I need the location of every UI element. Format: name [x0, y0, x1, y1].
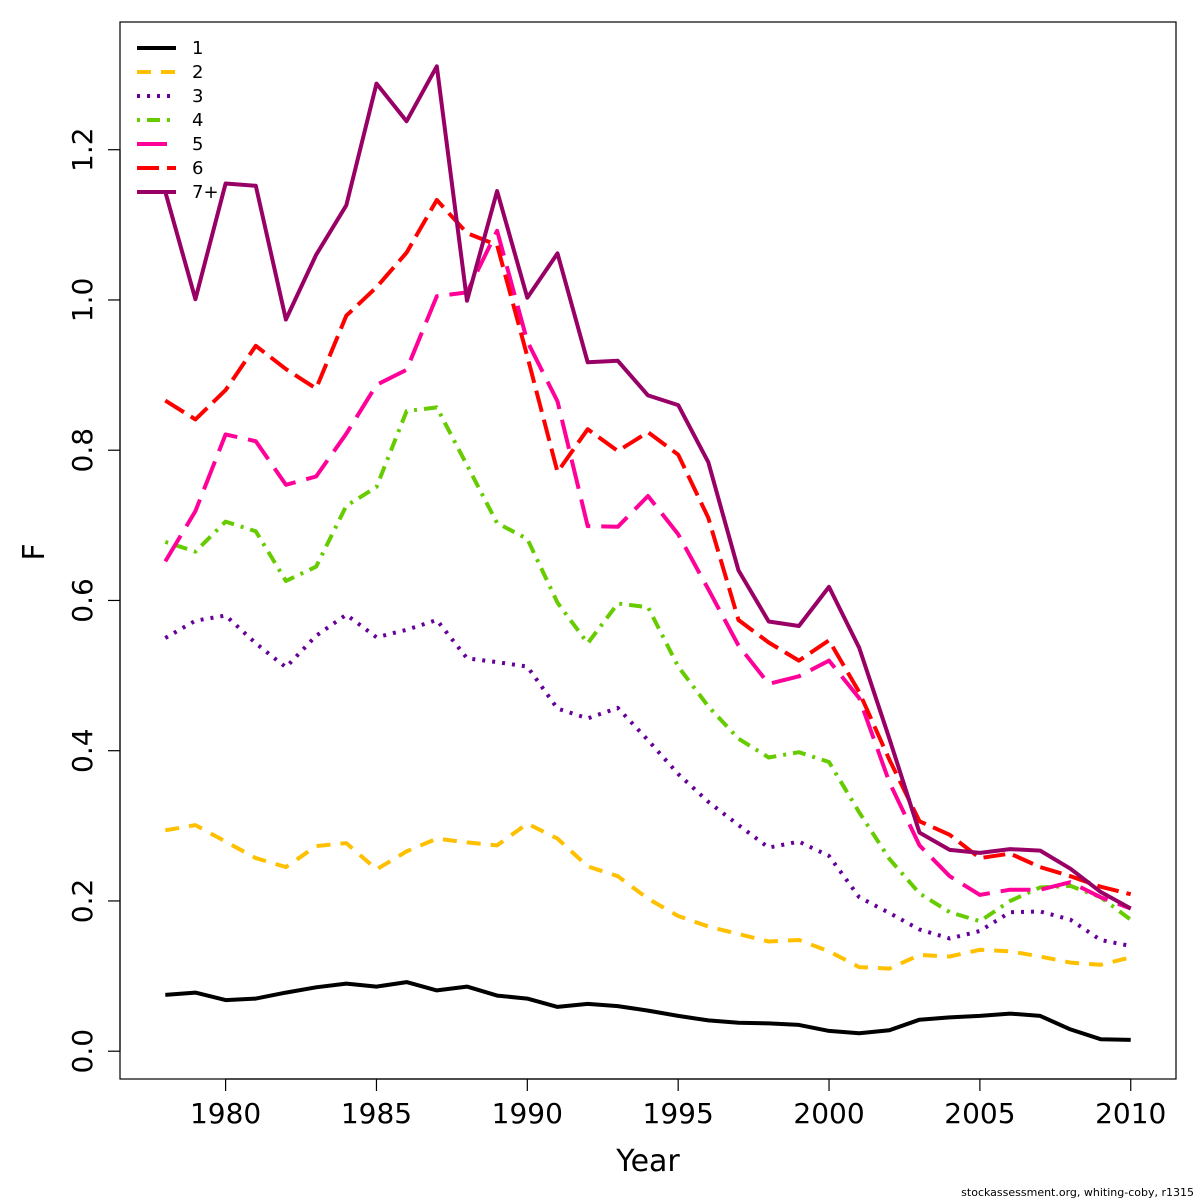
series-line-5 [163, 228, 1132, 911]
x-tick-label: 1995 [643, 1097, 714, 1130]
y-axis-title: F [17, 543, 52, 560]
legend-label: 6 [192, 158, 203, 179]
plot-frame [119, 21, 1177, 1080]
legend-label: 1 [192, 38, 203, 59]
y-tick-label: 0.2 [66, 879, 99, 924]
y-tick-label: 0.0 [66, 1029, 99, 1074]
y-tick-label: 1.2 [66, 127, 99, 172]
y-tick-label: 0.6 [66, 578, 99, 623]
series-line-6 [164, 198, 1132, 897]
x-axis-title: Year [615, 1144, 680, 1179]
legend-label: 2 [192, 62, 203, 83]
x-tick-label: 1985 [341, 1097, 412, 1130]
credit-text: stockassessment.org, whiting-coby, r1315 [961, 1186, 1194, 1199]
series-line-2 [164, 821, 1132, 971]
legend: 1 2 3 4 5 6 7+ [137, 38, 219, 203]
legend-label: 7+ [192, 182, 219, 203]
series-line-1 [165, 980, 1131, 1042]
y-tick-label: 1.0 [66, 278, 99, 323]
y-tick-label: 0.4 [66, 728, 99, 773]
series-line-3 [164, 612, 1132, 948]
series-layer [163, 64, 1132, 1042]
legend-label: 5 [192, 134, 203, 155]
y-tick-label: 0.8 [66, 428, 99, 473]
x-tick-label: 2010 [1095, 1097, 1166, 1130]
x-tick-label: 2005 [944, 1097, 1015, 1130]
x-tick-label: 1980 [190, 1097, 261, 1130]
x-tick-label: 2000 [793, 1097, 864, 1130]
y-axis: 0.0 0.2 0.4 0.6 0.8 1.0 1.2 [66, 127, 121, 1074]
series-line-4 [164, 405, 1132, 924]
legend-label: 4 [192, 110, 203, 131]
legend-label: 3 [192, 86, 203, 107]
x-tick-label: 1990 [492, 1097, 563, 1130]
x-axis: 1980 1985 1990 1995 2000 2005 2010 [190, 1078, 1166, 1130]
series-line-7plus [163, 64, 1132, 911]
